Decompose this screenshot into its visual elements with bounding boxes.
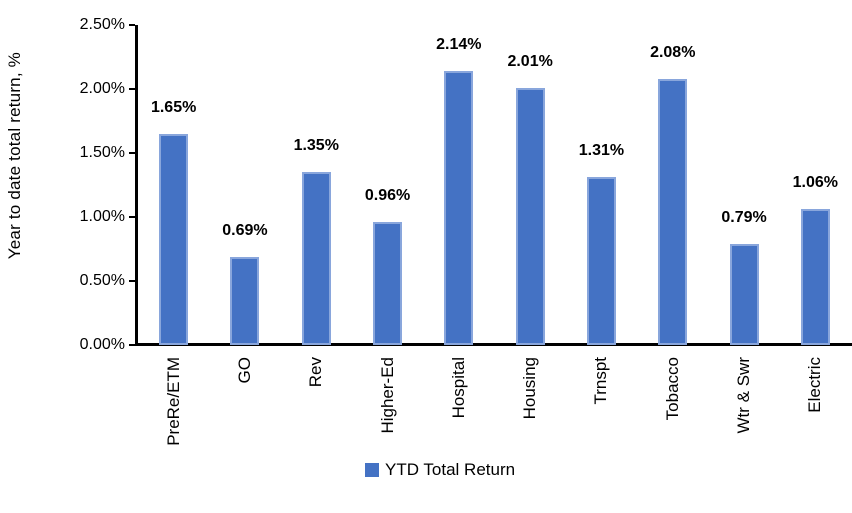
bar-data-label: 0.79% xyxy=(721,209,767,226)
legend: YTD Total Return xyxy=(365,460,515,480)
bar xyxy=(800,209,830,345)
bar-data-label: 1.31% xyxy=(578,142,625,159)
x-tick-label: Rev xyxy=(306,357,326,388)
y-axis-line xyxy=(135,25,138,346)
bar-data-label: 2.14% xyxy=(436,36,482,53)
bar-data-label: 0.96% xyxy=(364,187,411,204)
y-tick-label: 2.00% xyxy=(79,80,125,97)
bar-data-label: 1.35% xyxy=(293,137,339,154)
bar xyxy=(444,71,474,345)
x-tick-label: GO xyxy=(234,357,254,384)
x-tick-label: Tobacco xyxy=(662,357,682,421)
y-tick-mark xyxy=(129,344,135,346)
bar-data-label: 2.01% xyxy=(507,53,553,70)
y-tick-label: 2.50% xyxy=(79,16,125,33)
x-tick-label: Higher-Ed xyxy=(377,357,397,434)
bar xyxy=(301,172,331,345)
x-tick-label: Hospital xyxy=(448,357,468,419)
bar xyxy=(373,222,403,345)
x-axis-line xyxy=(135,343,852,346)
bar xyxy=(658,79,688,345)
x-tick-label: Trnspt xyxy=(591,357,611,405)
bar xyxy=(230,257,260,345)
y-tick-mark xyxy=(129,152,135,154)
y-tick-label: 1.00% xyxy=(79,208,125,225)
bar-data-label: 1.65% xyxy=(150,99,197,116)
x-tick-label: PreRe/ETM xyxy=(163,357,183,446)
y-tick-label: 0.00% xyxy=(79,336,125,353)
y-tick-mark xyxy=(129,216,135,218)
bar xyxy=(159,134,189,345)
x-tick-label: Housing xyxy=(520,357,540,420)
y-tick-label: 1.50% xyxy=(79,144,125,161)
bar xyxy=(586,177,616,345)
bar-data-label: 0.69% xyxy=(222,222,268,239)
bar xyxy=(515,88,545,345)
bar xyxy=(729,244,759,345)
x-tick-label: Wtr & Swr xyxy=(734,357,754,434)
bar-data-label: 1.06% xyxy=(792,174,839,191)
legend-swatch-icon xyxy=(365,463,379,477)
y-tick-mark xyxy=(129,280,135,282)
y-tick-label: 0.50% xyxy=(79,272,125,289)
bar-data-label: 2.08% xyxy=(650,44,696,61)
y-tick-mark xyxy=(129,24,135,26)
legend-label: YTD Total Return xyxy=(385,460,516,479)
x-tick-label: Electric xyxy=(805,357,825,413)
y-tick-mark xyxy=(129,88,135,90)
